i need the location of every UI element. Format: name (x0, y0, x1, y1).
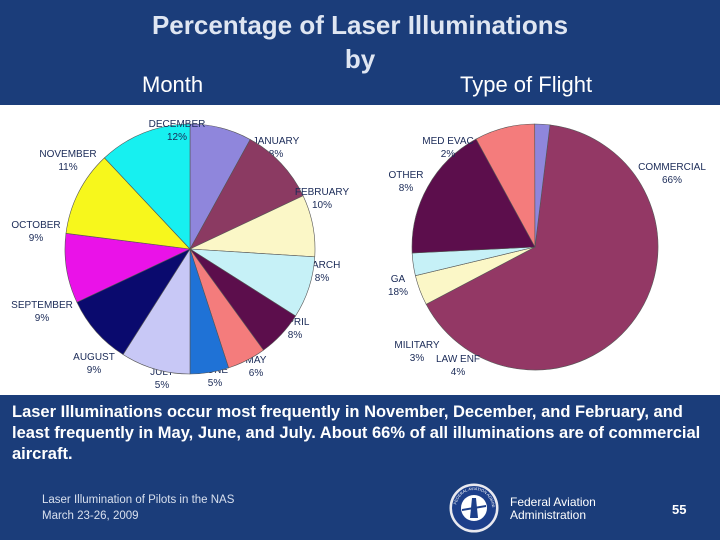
slice-label-may: MAY (246, 355, 267, 366)
slice-label-january: JANUARY (253, 136, 300, 147)
slice-label-law-enf: LAW ENF (436, 354, 480, 365)
agency-name: Federal Aviation Administration (510, 496, 596, 522)
slice-label-november: NOVEMBER (39, 149, 96, 160)
flight-type-subtitle: Type of Flight (460, 72, 593, 97)
slice-label-february: FEBRUARY (295, 187, 350, 198)
slice-label-ga: GA (391, 274, 406, 285)
slice-label-december: DECEMBER (149, 119, 206, 130)
slice-percent-commercial: 66% (662, 175, 682, 186)
slice-percent-november: 11% (58, 162, 77, 173)
month-subtitle: Month (142, 72, 204, 97)
slide-title-line2: by (344, 44, 376, 74)
pie-slice-commercial (425, 124, 659, 371)
slice-label-other: OTHER (389, 170, 424, 181)
flight-type-pie-chart: COMMERCIAL 66% LAW ENF 4% MILITARY 3% GA 18% OTH… (388, 123, 706, 378)
slice-percent-law-enf: 4% (451, 367, 466, 378)
slice-percent-june: 5% (208, 378, 223, 389)
charts-panel: JANUARY 8% FEBRUARY 10% MARCH 8% APRIL 8% MAY 6% J… (0, 105, 720, 395)
slice-label-med-evac: MED EVAC (422, 136, 474, 147)
pie-slice-med-evac (534, 123, 551, 248)
slice-label-august: AUGUST (73, 352, 115, 363)
slice-percent-february: 10% (312, 200, 332, 211)
slice-percent-august: 9% (87, 365, 102, 376)
slice-label-april: APRIL (281, 317, 310, 328)
slice-percent-september: 9% (35, 313, 50, 324)
slice-percent-july: 5% (155, 380, 170, 391)
slice-label-march: MARCH (304, 260, 341, 271)
footer-presentation-info: Laser Illumination of Pilots in the NAS … (42, 492, 234, 524)
footer-presentation-date: March 23-26, 2009 (42, 510, 139, 522)
pie-slice-ga (411, 138, 536, 254)
pie-slice-december (104, 123, 191, 250)
slice-label-commercial: COMMERCIAL (638, 162, 706, 173)
pie-charts-svg: JANUARY 8% FEBRUARY 10% MARCH 8% APRIL 8% MAY 6% J… (11, 119, 706, 391)
slice-label-september: SEPTEMBER (11, 300, 73, 311)
slice-percent-ga: 18% (388, 287, 408, 298)
summary-caption: Laser Illuminations occur most frequentl… (12, 403, 701, 463)
slice-percent-october: 9% (29, 233, 44, 244)
month-pie-chart: JANUARY 8% FEBRUARY 10% MARCH 8% APRIL 8% MAY 6% J… (11, 119, 349, 391)
slice-percent-april: 8% (288, 330, 303, 341)
slice-percent-military: 3% (410, 353, 425, 364)
pie-slice-february (189, 139, 304, 250)
slice-percent-december: 12% (167, 132, 187, 143)
slide-title-line1: Percentage of Laser Illuminations (151, 10, 569, 40)
footer-presentation-title: Laser Illumination of Pilots in the NAS (42, 494, 235, 506)
pie-slice-november (65, 157, 191, 250)
agency-name-line1: Federal Aviation (510, 495, 596, 509)
slice-percent-other: 8% (399, 183, 414, 194)
slice-percent-may: 6% (249, 368, 264, 379)
slice-percent-med-evac: 2% (441, 149, 456, 160)
slice-label-october: OCTOBER (11, 220, 60, 231)
slice-label-military: MILITARY (394, 340, 440, 351)
page-number: 55 (672, 502, 687, 517)
agency-name-line2: Administration (510, 508, 587, 522)
slice-percent-january: 8% (269, 149, 284, 160)
slice-label-july: JULY (150, 367, 174, 378)
faa-seal-logo: FEDERAL AVIATION ADMINISTRATION (448, 482, 500, 534)
slice-percent-march: 8% (315, 273, 330, 284)
